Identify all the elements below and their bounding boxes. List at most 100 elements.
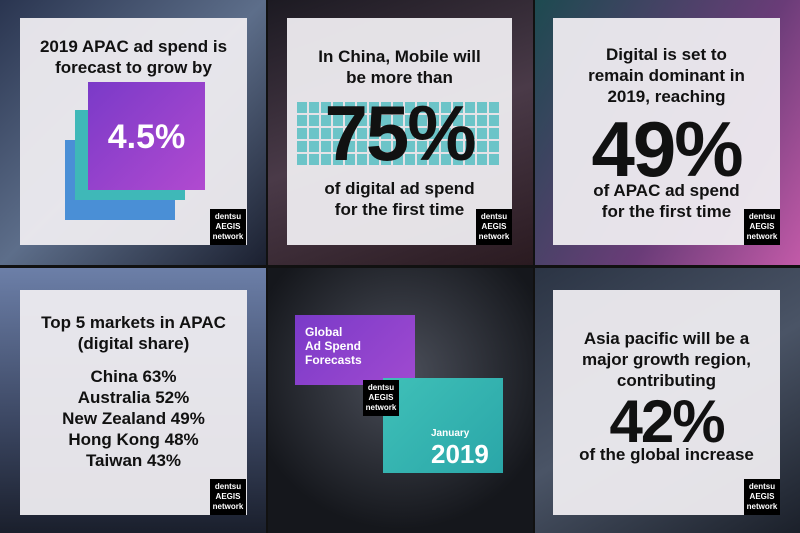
decor-cell — [297, 141, 307, 152]
list-item: Hong Kong 48% — [68, 430, 199, 449]
decor-cell — [345, 128, 355, 139]
decor-cell — [489, 154, 499, 165]
decor-cell — [417, 128, 427, 139]
decor-cell — [417, 102, 427, 113]
logo-text: AEGIS — [749, 492, 775, 501]
heading: be more than — [346, 68, 453, 87]
decor-cell — [321, 141, 331, 152]
decor-cell — [309, 115, 319, 126]
heading: 2019 APAC ad spend is — [39, 37, 228, 56]
decor-cell — [429, 154, 439, 165]
figure: 49% — [591, 105, 743, 193]
heading: Global — [305, 325, 343, 339]
decor-cell — [417, 115, 427, 126]
figure: 42% — [609, 388, 725, 455]
logo: dentsu AEGIS network — [210, 209, 246, 245]
decor-cell — [333, 128, 343, 139]
logo-text: dentsu — [748, 482, 776, 491]
decor-cell — [441, 102, 451, 113]
decor-cell — [441, 154, 451, 165]
footer: of APAC ad spend — [593, 181, 740, 200]
figure: 4.5% — [107, 118, 186, 156]
decor-cell — [429, 128, 439, 139]
heading: In China, Mobile will — [318, 47, 481, 66]
decor-cell — [321, 128, 331, 139]
logo-text: AEGIS — [749, 222, 775, 231]
decor-cell — [393, 141, 403, 152]
decor-cell — [417, 141, 427, 152]
logo-text: dentsu — [214, 212, 242, 221]
card: Top 5 markets in APAC (digital share) Ch… — [20, 290, 247, 515]
figure: 2019 — [431, 439, 489, 469]
decor-cell — [369, 102, 379, 113]
heading: Forecasts — [305, 353, 362, 367]
decor-cell — [357, 128, 367, 139]
decor-cell — [357, 141, 367, 152]
list-item: China 63% — [90, 367, 177, 386]
decor-cell — [405, 115, 415, 126]
decor-cell — [369, 128, 379, 139]
decor-cell — [309, 141, 319, 152]
logo: dentsu AEGIS network — [363, 380, 399, 416]
logo-text: dentsu — [367, 383, 395, 392]
decor-cell — [381, 128, 391, 139]
decor-cell — [345, 115, 355, 126]
decor-cell — [393, 102, 403, 113]
logo-text: AEGIS — [481, 222, 507, 231]
logo-text: dentsu — [480, 212, 508, 221]
decor-cell — [309, 128, 319, 139]
heading: Ad Spend — [305, 339, 361, 353]
decor-cell — [441, 128, 451, 139]
heading: Digital is set to — [606, 45, 727, 64]
decor-cell — [357, 115, 367, 126]
logo-text: AEGIS — [368, 393, 394, 402]
decor-cell — [405, 154, 415, 165]
heading: Top 5 markets in APAC — [41, 313, 226, 332]
decor-cell — [297, 102, 307, 113]
card: Global Ad Spend Forecasts — [295, 315, 415, 385]
logo-text: AEGIS — [215, 222, 241, 231]
decor-cell — [465, 102, 475, 113]
decor-cell — [297, 128, 307, 139]
decor-cell — [369, 141, 379, 152]
list-item: New Zealand 49% — [62, 409, 205, 428]
logo-text: dentsu — [214, 482, 242, 491]
decor-cell — [453, 128, 463, 139]
decor-cell — [393, 115, 403, 126]
decor-cell — [465, 115, 475, 126]
decor-cell — [429, 141, 439, 152]
decor-cell — [441, 141, 451, 152]
decor-cell — [429, 102, 439, 113]
card: January 2019 — [383, 378, 503, 473]
card: Asia pacific will be a major growth regi… — [553, 290, 780, 515]
decor-cell — [321, 115, 331, 126]
decor-cell — [489, 115, 499, 126]
decor-cell — [465, 141, 475, 152]
logo-text: network — [746, 502, 778, 511]
decor-cell — [333, 154, 343, 165]
logo: dentsu AEGIS network — [744, 209, 780, 245]
logo: dentsu AEGIS network — [476, 209, 512, 245]
logo: dentsu AEGIS network — [744, 479, 780, 515]
decor-cell — [453, 102, 463, 113]
decor-square — [88, 82, 205, 190]
decor-cell — [453, 141, 463, 152]
decor-cell — [309, 102, 319, 113]
decor-cell — [381, 115, 391, 126]
month: January — [431, 428, 470, 439]
heading: (digital share) — [77, 334, 190, 353]
decor-cell — [393, 154, 403, 165]
decor-cell — [405, 102, 415, 113]
decor-cell — [465, 128, 475, 139]
decor-grid — [297, 102, 502, 166]
logo-text: network — [212, 232, 244, 241]
logo-text: dentsu — [748, 212, 776, 221]
logo-text: network — [746, 232, 778, 241]
decor-cell — [345, 154, 355, 165]
decor-cell — [429, 115, 439, 126]
heading: remain dominant in — [588, 66, 745, 85]
decor-cell — [489, 141, 499, 152]
decor-cell — [381, 102, 391, 113]
decor-cell — [381, 141, 391, 152]
